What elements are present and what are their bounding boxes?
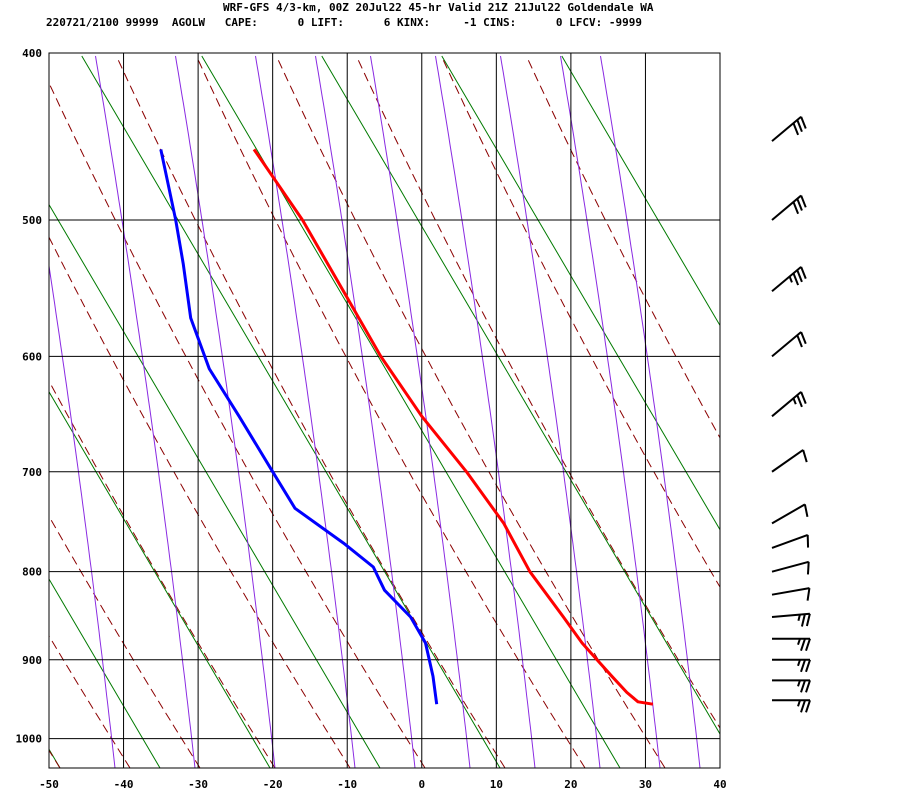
x-tick-label: 30 — [639, 778, 652, 791]
mixing-ratio-line — [49, 578, 161, 768]
moist-adiabat-line — [49, 262, 116, 768]
x-tick-label: -10 — [337, 778, 357, 791]
moist-adiabat-line — [95, 55, 196, 768]
y-tick-label: 900 — [22, 654, 42, 667]
moist-adiabat-line — [435, 55, 536, 768]
moist-adiabat-line — [500, 55, 601, 768]
wind-barb — [771, 533, 810, 549]
wind-barb — [772, 679, 811, 693]
y-tick-label: 700 — [22, 466, 42, 479]
x-tick-label: -20 — [263, 778, 283, 791]
moist-adiabat-line — [560, 55, 661, 768]
mixing-ratio-line — [49, 203, 381, 768]
moist-adiabat-line — [175, 55, 276, 768]
moist-adiabat-line — [370, 55, 471, 768]
wind-barb — [771, 587, 811, 601]
y-tick-label: 500 — [22, 214, 42, 227]
dry-adiabat-line — [440, 55, 720, 589]
wind-barb — [771, 560, 810, 575]
wind-barb — [771, 391, 807, 418]
plot-frame — [48, 52, 721, 769]
mixing-ratio-line — [49, 390, 271, 768]
dry-adiabat-line — [355, 55, 720, 729]
chart-title: WRF-GFS 4/3-km, 00Z 20Jul22 45-hr Valid … — [223, 1, 654, 14]
temperature-profile-line — [252, 148, 654, 706]
wind-barb — [771, 331, 807, 358]
chart-subtitle: 220721/2100 99999 AGOLW CAPE: 0 LIFT: 6 … — [46, 16, 643, 29]
x-tick-label: -40 — [114, 778, 134, 791]
dry-adiabat-line — [115, 55, 506, 768]
moist-adiabat-line — [315, 55, 416, 768]
wind-barb — [771, 612, 811, 627]
wind-barb — [771, 194, 807, 221]
y-tick-label: 600 — [22, 350, 42, 363]
moist-adiabat-line — [255, 55, 356, 768]
mixing-ratio-line — [81, 55, 501, 768]
dry-adiabat-line — [49, 379, 276, 768]
dry-adiabat-line — [275, 55, 666, 768]
dry-adiabat-line — [49, 236, 351, 768]
y-tick-label: 1000 — [16, 733, 43, 746]
x-tick-label: 10 — [490, 778, 503, 791]
dry-adiabat-line — [49, 81, 426, 768]
wind-barb — [771, 115, 807, 142]
y-tick-label: 800 — [22, 566, 42, 579]
wind-barb — [772, 658, 811, 673]
wind-barb — [772, 637, 811, 652]
dewpoint-profile-line — [159, 149, 439, 705]
moist-adiabat-line — [600, 55, 701, 768]
mixing-ratio-line — [441, 55, 720, 531]
wind-barb — [772, 699, 811, 713]
x-tick-label: -30 — [188, 778, 208, 791]
wind-barb — [771, 449, 808, 473]
y-tick-label: 400 — [22, 47, 42, 60]
dry-adiabat-line — [195, 55, 586, 768]
mixing-ratio-line — [561, 55, 720, 327]
wind-barb — [771, 266, 807, 293]
x-tick-label: 20 — [564, 778, 577, 791]
wind-barb — [771, 503, 809, 525]
mixing-ratio-line — [321, 55, 720, 735]
x-tick-label: 0 — [418, 778, 425, 791]
x-tick-label: -50 — [39, 778, 59, 791]
dry-adiabat-line — [525, 55, 720, 439]
dry-adiabat-line — [49, 635, 131, 768]
x-tick-label: 40 — [713, 778, 726, 791]
